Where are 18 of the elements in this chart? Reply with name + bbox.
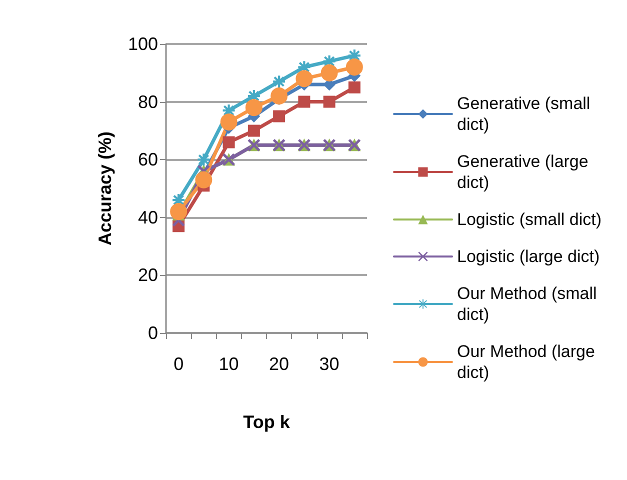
- legend-label: Logistic (large dict): [457, 247, 600, 266]
- y-axis-title: Accuracy (%): [95, 131, 115, 246]
- x-tick-label: 0: [174, 354, 184, 374]
- x-tick-label: 10: [218, 354, 239, 374]
- y-tick-label: 20: [138, 265, 158, 286]
- legend-label: Our Method (large dict): [457, 342, 600, 382]
- y-tick-label: 0: [148, 323, 158, 343]
- legend-label: Logistic (small dict): [457, 210, 602, 229]
- legend-label: Our Method (small dict): [457, 284, 602, 324]
- x-tick-label: 30: [319, 354, 340, 374]
- y-tick-label: 80: [138, 92, 158, 112]
- y-tick-label: 40: [138, 207, 158, 228]
- x-tick-label: 20: [269, 354, 290, 374]
- legend-label: Generative (small dict): [457, 94, 595, 134]
- y-tick-label: 100: [128, 34, 158, 54]
- y-tick-label: 60: [138, 150, 158, 170]
- x-axis-title: Top k: [243, 412, 291, 432]
- legend-label: Generative (large dict): [457, 152, 594, 192]
